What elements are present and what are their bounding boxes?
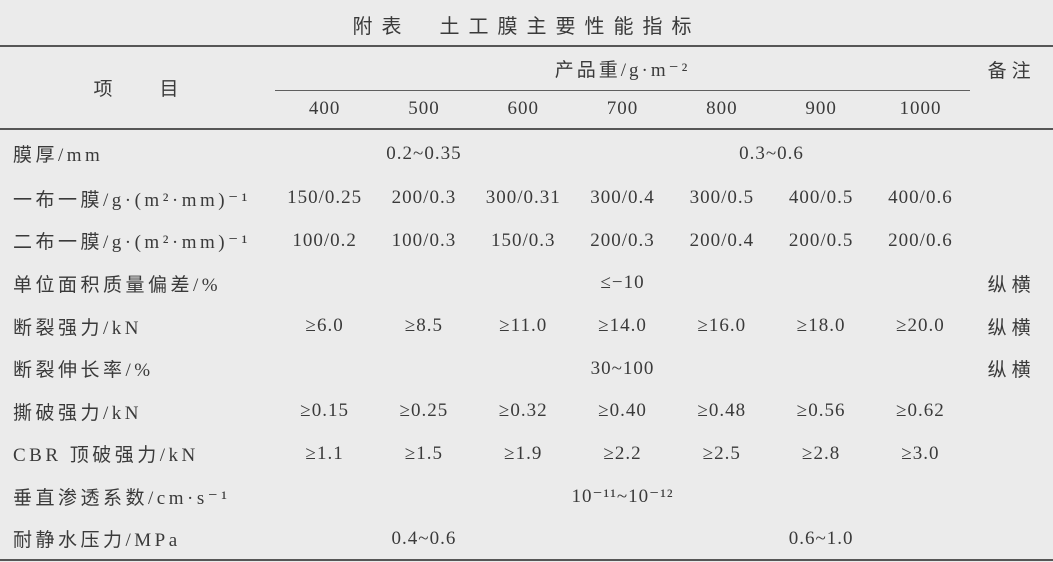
value-cell: ≥1.1	[305, 442, 344, 464]
row-label: 耐静水压力/MPa	[13, 530, 181, 552]
value-cell: ≥2.2	[603, 442, 642, 464]
value-cell: 0.4~0.6	[391, 527, 457, 549]
value-cell: ≥20.0	[896, 315, 945, 337]
value-cell: ≥2.5	[702, 442, 741, 464]
value-cell: 10⁻¹¹~10⁻¹²	[571, 485, 674, 507]
value-cell: 300/0.5	[689, 187, 755, 209]
geomembrane-spec-table: 项 目 产品重/g·m⁻² 备注 400 500 600 700 800 900 1000 …	[0, 45, 1053, 562]
value-cell: 300/0.31	[485, 187, 561, 209]
remark-cell	[970, 475, 1053, 518]
row-label: 膜厚/mm	[13, 145, 104, 166]
table-title: 附表 土工膜主要性能指标	[352, 15, 701, 38]
weight-column-600: 600	[473, 90, 573, 130]
value-cell: ≥8.5	[404, 315, 444, 337]
value-cell: ≤−10	[600, 272, 645, 294]
weight-column-400: 400	[275, 90, 375, 130]
value-cell: ≥1.9	[504, 442, 543, 464]
row-label: 垂直渗透系数/cm·s⁻¹	[13, 487, 231, 509]
remark-cell	[970, 129, 1053, 177]
header-row-weights: 400 500 600 700 800 900 1000	[0, 90, 1053, 130]
value-cell: ≥16.0	[697, 315, 747, 337]
weight-column-900: 900	[771, 90, 871, 130]
row-label: CBR 顶破强力/kN	[13, 445, 199, 467]
remark-cell: 纵横	[987, 360, 1036, 382]
value-cell: ≥0.32	[498, 400, 548, 422]
weight-column-1000: 1000	[870, 90, 971, 130]
value-cell: 30~100	[590, 357, 655, 379]
row-label: 断裂伸长率/%	[13, 360, 154, 382]
table-row: CBR 顶破强力/kN ≥1.1 ≥1.5 ≥1.9 ≥2.2 ≥2.5 ≥2.8 ≥3.0	[0, 433, 1053, 476]
table-row: 单位面积质量偏差/% ≤−10 纵横	[0, 262, 1053, 305]
value-cell: ≥0.40	[598, 400, 647, 422]
table-row: 膜厚/mm 0.2~0.35 0.3~0.6	[0, 129, 1053, 177]
row-label: 单位面积质量偏差/%	[13, 274, 222, 296]
value-cell: ≥3.0	[901, 442, 940, 464]
remark-cell	[970, 518, 1053, 561]
value-cell: ≥0.48	[697, 400, 747, 422]
value-cell: ≥18.0	[796, 315, 846, 337]
remark-cell	[970, 220, 1053, 263]
column-header-product-weight: 产品重/g·m⁻²	[275, 46, 971, 91]
value-cell: ≥14.0	[598, 315, 647, 337]
value-cell: 100/0.2	[292, 229, 357, 251]
value-cell: ≥2.8	[802, 442, 841, 464]
value-cell: 300/0.4	[590, 187, 655, 209]
value-cell	[573, 518, 672, 561]
remark-cell	[970, 433, 1053, 476]
value-cell: ≥6.0	[305, 315, 344, 337]
remark-cell	[970, 390, 1053, 433]
column-header-item: 项 目	[0, 46, 275, 130]
value-cell: 150/0.25	[287, 187, 363, 209]
weight-column-800: 800	[672, 90, 772, 130]
value-cell: 200/0.3	[590, 229, 655, 251]
table-row: 耐静水压力/MPa 0.4~0.6 0.6~1.0	[0, 518, 1053, 561]
row-label: 二布一膜/g·(m²·mm)⁻¹	[13, 232, 251, 254]
value-cell: 150/0.3	[490, 229, 556, 251]
value-cell: ≥0.62	[896, 400, 945, 422]
value-cell: ≥0.15	[300, 400, 349, 422]
table-row: 断裂伸长率/% 30~100 纵横	[0, 347, 1053, 390]
value-cell: 0.3~0.6	[739, 142, 804, 164]
value-cell: 400/0.6	[888, 187, 953, 209]
value-cell: ≥0.25	[399, 400, 449, 422]
value-cell: 200/0.6	[888, 229, 953, 251]
row-label: 断裂强力/kN	[13, 317, 143, 339]
table-row: 撕破强力/kN ≥0.15 ≥0.25 ≥0.32 ≥0.40 ≥0.48 ≥0.56 ≥0.…	[0, 390, 1053, 433]
weight-column-700: 700	[572, 90, 673, 130]
value-cell: 200/0.4	[689, 229, 755, 251]
value-cell: 200/0.3	[391, 187, 457, 209]
value-cell: ≥0.56	[796, 400, 846, 422]
remark-cell	[970, 177, 1053, 220]
weight-column-500: 500	[374, 90, 474, 130]
table-row: 断裂强力/kN ≥6.0 ≥8.5 ≥11.0 ≥14.0 ≥16.0 ≥18.0 ≥20.0…	[0, 305, 1053, 348]
value-cell: 200/0.5	[788, 229, 854, 251]
value-cell: 0.6~1.0	[788, 527, 854, 549]
row-label: 撕破强力/kN	[13, 402, 143, 424]
remark-cell: 纵横	[987, 274, 1036, 296]
remark-cell: 纵横	[987, 317, 1036, 339]
table-row: 垂直渗透系数/cm·s⁻¹ 10⁻¹¹~10⁻¹²	[0, 475, 1053, 518]
value-cell: 100/0.3	[391, 229, 457, 251]
value-cell: ≥11.0	[499, 315, 548, 337]
value-cell: 400/0.5	[788, 187, 854, 209]
value-cell: ≥1.5	[404, 442, 444, 464]
column-header-remark: 备注	[970, 46, 1053, 130]
table-row: 一布一膜/g·(m²·mm)⁻¹ 150/0.25 200/0.3 300/0.31 3…	[0, 177, 1053, 220]
header-row-group: 项 目 产品重/g·m⁻² 备注	[0, 46, 1053, 130]
value-cell: 0.2~0.35	[386, 142, 462, 164]
table-row: 二布一膜/g·(m²·mm)⁻¹ 100/0.2 100/0.3 150/0.3 200…	[0, 220, 1053, 263]
row-label: 一布一膜/g·(m²·mm)⁻¹	[13, 189, 251, 211]
